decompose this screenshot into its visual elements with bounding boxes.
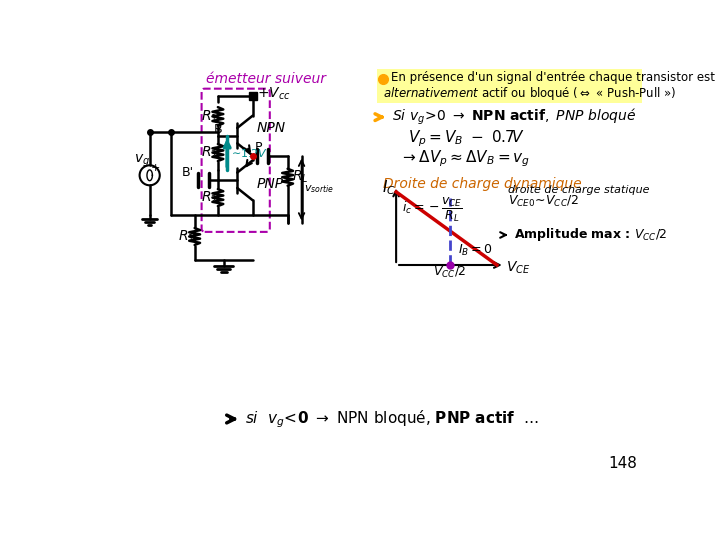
Text: Amplitude max : $V_{CC}/2$: Amplitude max : $V_{CC}/2$ <box>514 226 667 244</box>
Text: $R_1$: $R_1$ <box>178 228 194 245</box>
Text: B: B <box>214 123 222 136</box>
Text: $\rightarrow \Delta V_p \approx \Delta V_B = v_g$: $\rightarrow \Delta V_p \approx \Delta V… <box>400 148 530 169</box>
Text: $R_1$: $R_1$ <box>201 108 217 125</box>
Text: NPN: NPN <box>256 121 286 135</box>
Text: PNP: PNP <box>256 177 284 191</box>
Text: $I_B=0$: $I_B=0$ <box>459 243 493 258</box>
Text: $R_2$: $R_2$ <box>201 190 217 206</box>
Text: $+V_{cc}$: $+V_{cc}$ <box>258 86 291 102</box>
Text: $V_p = V_B\ -\ 0.7V$: $V_p = V_B\ -\ 0.7V$ <box>408 129 525 149</box>
Text: $v_{sortie}$: $v_{sortie}$ <box>304 184 334 195</box>
FancyBboxPatch shape <box>377 70 642 103</box>
Text: $i_c = -\dfrac{v_{CE}}{R_L}$: $i_c = -\dfrac{v_{CE}}{R_L}$ <box>402 195 463 224</box>
Text: $v_g$: $v_g$ <box>134 153 150 170</box>
Text: droite de charge statique: droite de charge statique <box>508 185 650 195</box>
Text: 148: 148 <box>608 456 637 471</box>
Text: En présence d'un signal d'entrée chaque transistor est: En présence d'un signal d'entrée chaque … <box>391 71 715 84</box>
Text: +: + <box>151 164 161 173</box>
Text: $Si\ v_g\!>\!0\ \rightarrow\ $$\mathbf{NPN\ actif}$$,\ PNP\ bloqué$: $Si\ v_g\!>\!0\ \rightarrow\ $$\mathbf{N… <box>392 107 636 127</box>
Text: $I_C$: $I_C$ <box>382 179 396 197</box>
Text: $\sim\!1.2V$: $\sim\!1.2V$ <box>229 146 268 159</box>
Text: Droite de charge dynamique: Droite de charge dynamique <box>383 177 582 191</box>
Text: $R_L$: $R_L$ <box>292 169 308 185</box>
Text: $\mathit{alternativement}$ actif ou bloqué ($\Leftrightarrow$ « Push-Pull »): $\mathit{alternativement}$ actif ou bloq… <box>383 85 676 102</box>
Text: $V_{CE}$: $V_{CE}$ <box>506 260 531 276</box>
Text: émetteur suiveur: émetteur suiveur <box>206 72 326 85</box>
Text: B': B' <box>182 166 194 179</box>
Text: $R_2$: $R_2$ <box>201 144 217 161</box>
Text: $V_{CC}/2$: $V_{CC}/2$ <box>433 265 467 280</box>
Text: $V_{CE0}\!\sim\!V_{CC}/2$: $V_{CE0}\!\sim\!V_{CC}/2$ <box>508 193 580 208</box>
Text: P: P <box>255 141 263 154</box>
Text: $si\ \ v_g\!<\!\boldsymbol{0}\ \rightarrow\ $NPN bloqué, $\mathbf{PNP\ actif}$  : $si\ \ v_g\!<\!\boldsymbol{0}\ \rightarr… <box>245 408 539 430</box>
